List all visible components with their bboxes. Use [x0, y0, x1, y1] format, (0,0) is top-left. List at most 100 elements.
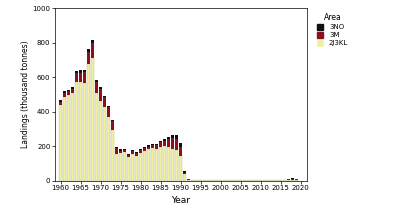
Bar: [107, 106, 110, 107]
Bar: [151, 144, 154, 145]
Bar: [59, 102, 62, 105]
X-axis label: Year: Year: [171, 196, 190, 205]
Bar: [179, 147, 182, 156]
Bar: [99, 89, 102, 101]
Bar: [59, 105, 62, 181]
Bar: [119, 149, 122, 151]
Bar: [131, 151, 134, 154]
Bar: [295, 179, 298, 180]
Bar: [71, 89, 74, 93]
Bar: [75, 73, 78, 83]
Bar: [139, 153, 142, 181]
Bar: [83, 83, 86, 181]
Bar: [175, 139, 178, 150]
Bar: [163, 141, 166, 146]
Bar: [59, 100, 62, 102]
Bar: [151, 145, 154, 148]
Bar: [127, 157, 130, 181]
Y-axis label: Landings (thousand tonnes): Landings (thousand tonnes): [21, 41, 30, 148]
Bar: [87, 49, 90, 52]
Bar: [143, 148, 146, 151]
Bar: [115, 147, 118, 148]
Bar: [63, 93, 66, 97]
Bar: [179, 156, 182, 181]
Bar: [187, 180, 190, 181]
Bar: [155, 146, 158, 149]
Bar: [115, 154, 118, 181]
Bar: [91, 58, 94, 181]
Bar: [139, 150, 142, 153]
Bar: [171, 138, 174, 149]
Bar: [111, 120, 114, 121]
Bar: [127, 155, 130, 157]
Bar: [167, 137, 170, 139]
Bar: [107, 107, 110, 117]
Bar: [83, 72, 86, 83]
Bar: [143, 151, 146, 181]
Bar: [67, 91, 70, 95]
Bar: [171, 149, 174, 181]
Bar: [143, 147, 146, 148]
Bar: [167, 139, 170, 147]
Bar: [103, 96, 106, 97]
Bar: [163, 139, 166, 141]
Bar: [87, 63, 90, 181]
Bar: [151, 148, 154, 181]
Bar: [291, 178, 294, 179]
Bar: [103, 97, 106, 107]
Bar: [79, 70, 82, 73]
Bar: [71, 93, 74, 181]
Bar: [99, 101, 102, 181]
Bar: [111, 130, 114, 181]
Bar: [75, 83, 78, 181]
Bar: [175, 135, 178, 139]
Bar: [91, 43, 94, 58]
Bar: [83, 70, 86, 72]
Bar: [167, 147, 170, 181]
Bar: [123, 150, 126, 152]
Bar: [135, 152, 138, 153]
Bar: [291, 179, 294, 180]
Bar: [159, 142, 162, 147]
Bar: [175, 150, 178, 181]
Bar: [67, 95, 70, 181]
Bar: [99, 87, 102, 89]
Bar: [71, 87, 74, 89]
Bar: [75, 71, 78, 73]
Bar: [63, 97, 66, 181]
Bar: [103, 107, 106, 181]
Bar: [123, 152, 126, 181]
Bar: [79, 73, 82, 81]
Bar: [95, 80, 98, 81]
Bar: [183, 174, 186, 181]
Bar: [171, 135, 174, 138]
Bar: [91, 40, 94, 43]
Bar: [155, 149, 158, 181]
Bar: [67, 90, 70, 91]
Bar: [147, 149, 150, 181]
Bar: [119, 151, 122, 153]
Bar: [159, 141, 162, 142]
Bar: [147, 146, 150, 147]
Bar: [131, 150, 134, 151]
Bar: [179, 143, 182, 147]
Legend: 3NO, 3M, 2J3KL: 3NO, 3M, 2J3KL: [315, 12, 349, 48]
Bar: [123, 149, 126, 150]
Bar: [115, 148, 118, 154]
Bar: [131, 154, 134, 181]
Bar: [159, 147, 162, 181]
Bar: [183, 171, 186, 173]
Bar: [187, 179, 190, 180]
Bar: [147, 147, 150, 149]
Bar: [87, 52, 90, 63]
Bar: [155, 144, 158, 146]
Bar: [119, 153, 122, 181]
Bar: [79, 81, 82, 181]
Bar: [135, 156, 138, 181]
Bar: [95, 93, 98, 181]
Bar: [135, 153, 138, 156]
Bar: [63, 91, 66, 93]
Bar: [287, 179, 290, 180]
Bar: [127, 154, 130, 155]
Bar: [163, 146, 166, 181]
